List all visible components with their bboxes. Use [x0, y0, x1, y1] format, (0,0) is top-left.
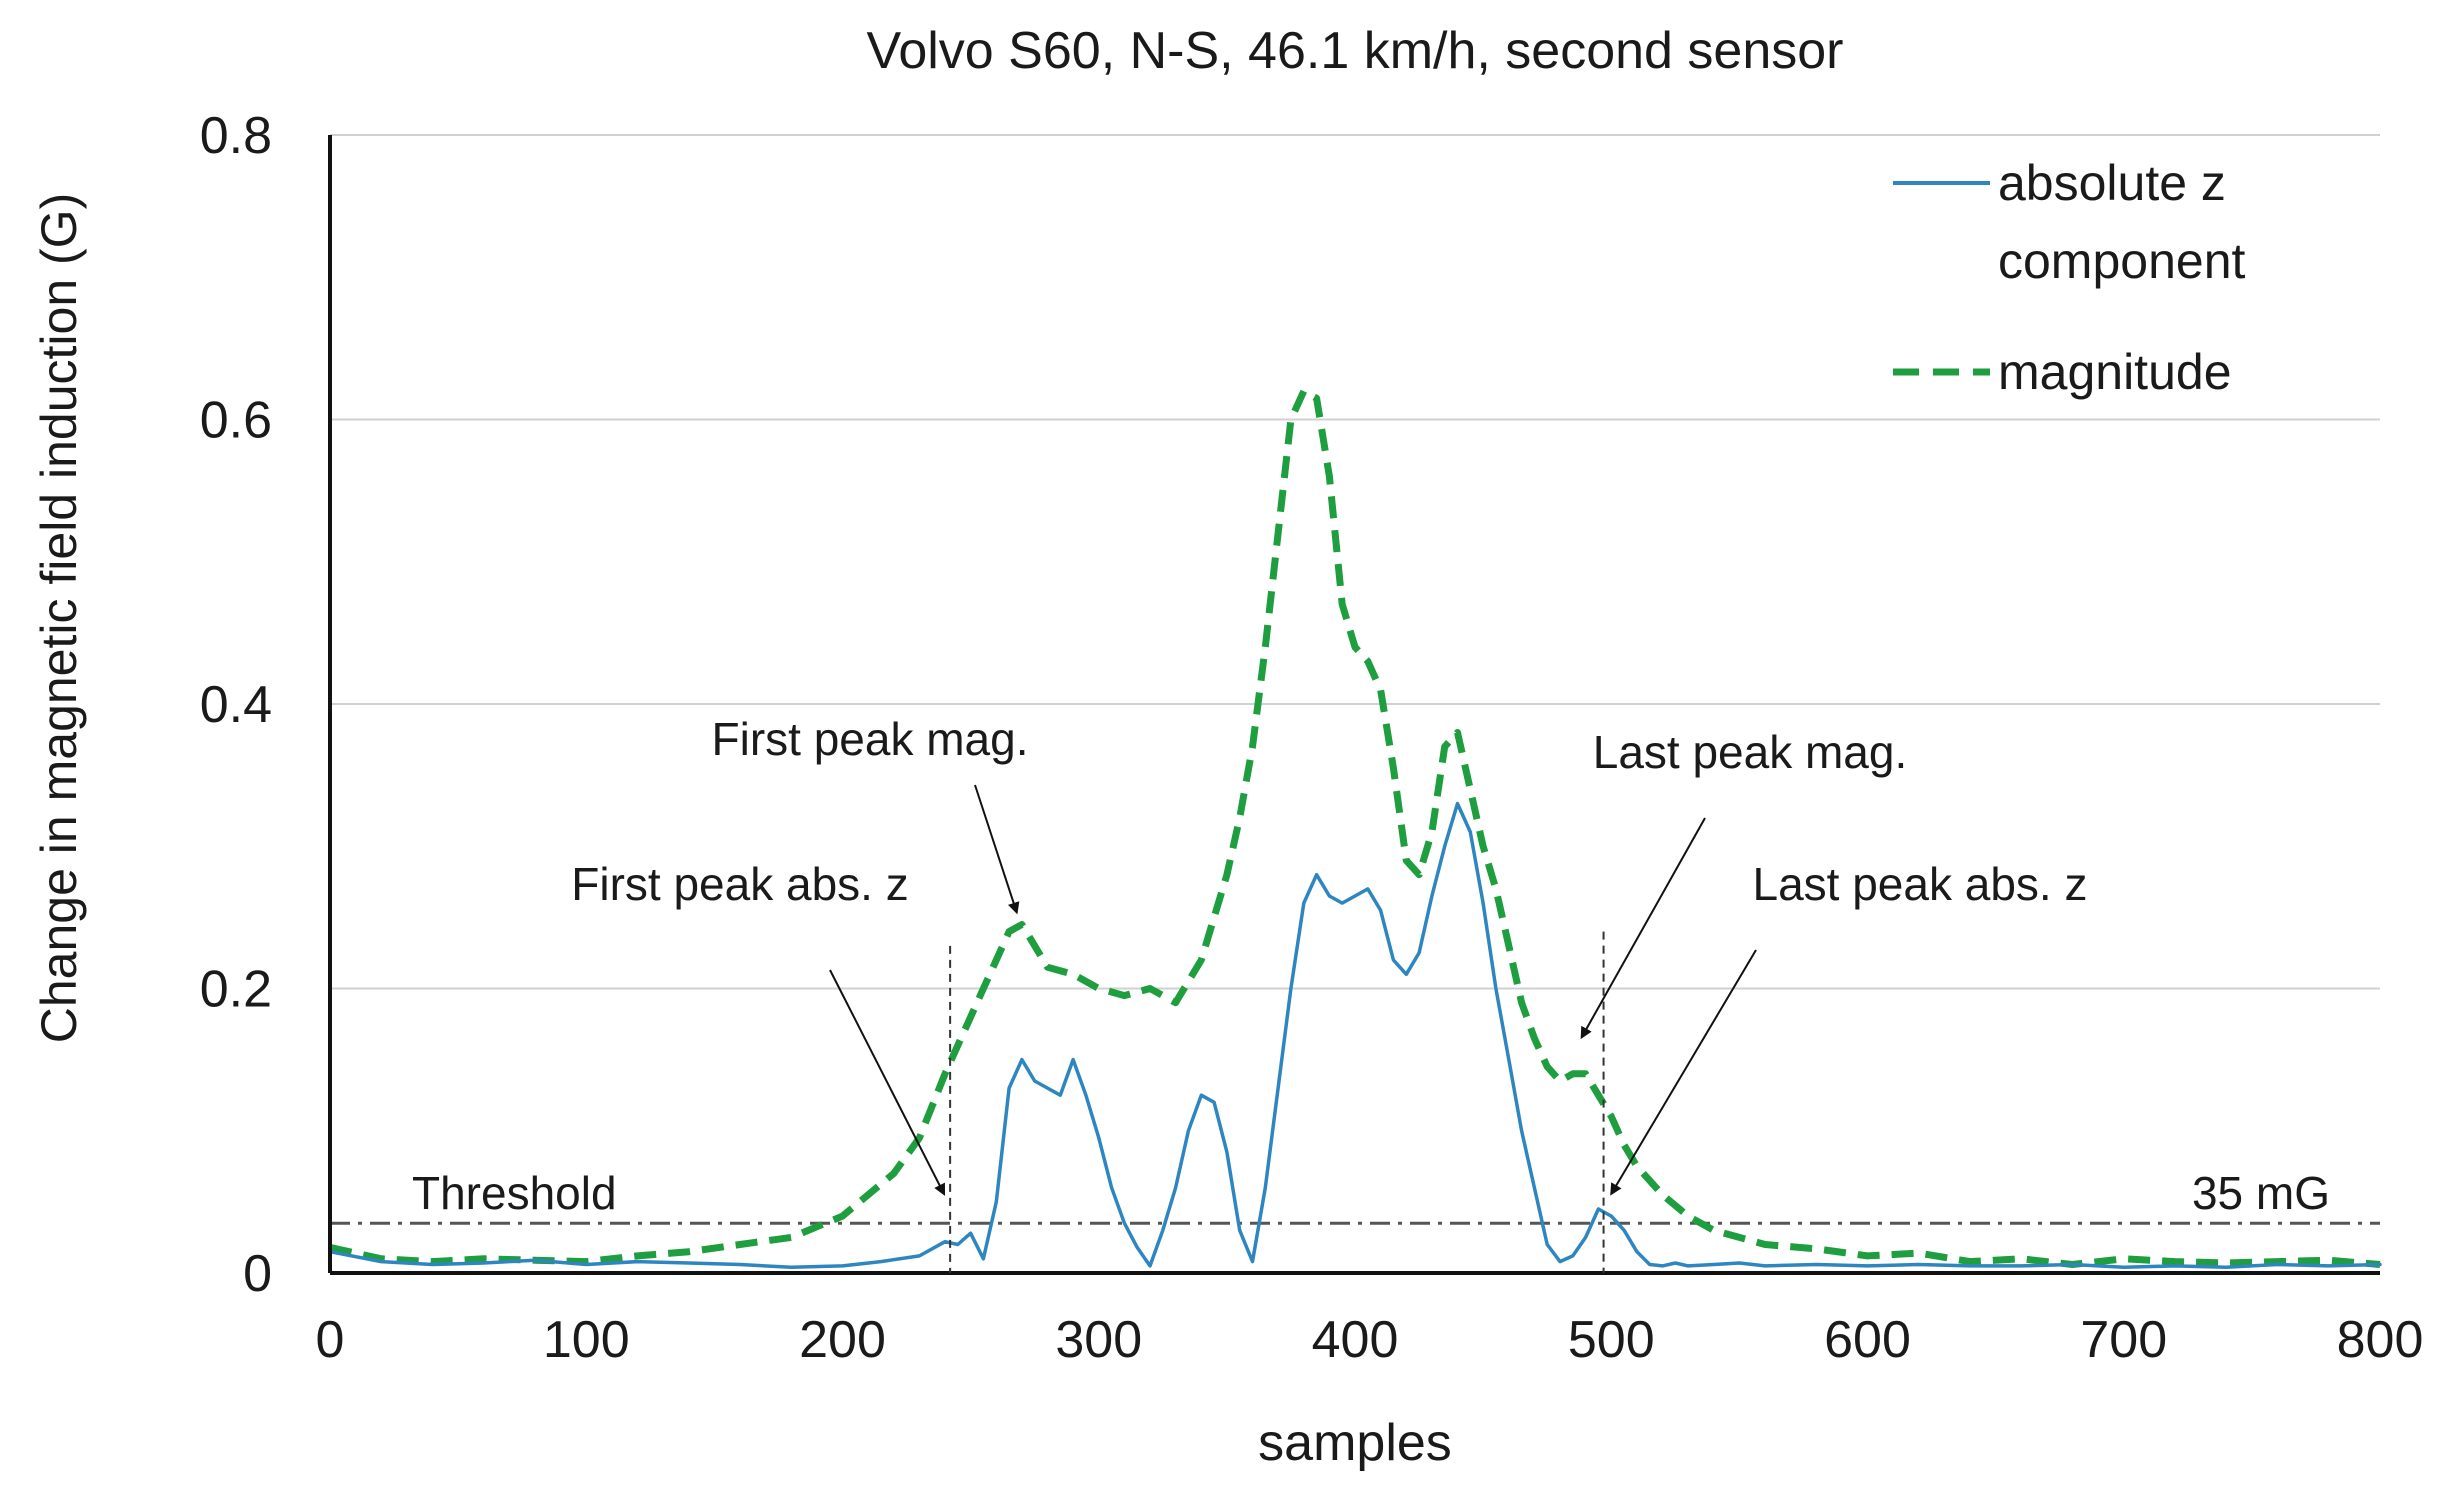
- x-tick-label: 500: [1568, 1311, 1655, 1369]
- y-tick-label: 0.6: [200, 392, 272, 450]
- legend-label-absolute-z-line1: absolute z: [1998, 155, 2226, 211]
- legend: absolute z component magnitude: [1893, 155, 2245, 400]
- threshold-label: Threshold: [412, 1167, 617, 1219]
- legend-label-magnitude: magnitude: [1998, 344, 2232, 400]
- series-line-absolute-z-component: [328, 801, 2382, 1270]
- x-tick-label: 100: [543, 1311, 630, 1369]
- annotation-arrow: [1610, 949, 1757, 1196]
- y-axis-label: Change in magnetic field induction (G): [31, 193, 87, 1043]
- y-tick-label: 0.2: [200, 961, 272, 1019]
- y-tick-label: 0: [243, 1245, 272, 1303]
- axes: [328, 135, 2380, 1275]
- annotation-label: Last peak mag.: [1593, 726, 1908, 778]
- x-tick-labels: 0 100 200 300 400 500 600 700 800: [316, 1311, 2424, 1369]
- series-group: [328, 387, 2382, 1270]
- legend-label-absolute-z-line2: component: [1998, 233, 2245, 289]
- annotation-arrow: [974, 784, 1020, 915]
- x-tick-label: 800: [2337, 1311, 2424, 1369]
- annotation-label: First peak abs. z: [571, 858, 908, 910]
- gridlines: [330, 134, 2380, 990]
- x-axis-label: samples: [1258, 1414, 1452, 1472]
- x-tick-label: 700: [2080, 1311, 2167, 1369]
- x-tick-label: 600: [1824, 1311, 1911, 1369]
- y-tick-label: 0.4: [200, 676, 272, 734]
- threshold-value-label: 35 mG: [2192, 1167, 2330, 1219]
- threshold-group: Threshold 35 mG: [330, 1167, 2380, 1225]
- x-tick-label: 200: [799, 1311, 886, 1369]
- annotations: First peak mag. First peak abs. z Last pea…: [571, 713, 2088, 1196]
- vertical-markers: [949, 931, 1605, 1273]
- annotation-label: Last peak abs. z: [1753, 858, 2088, 910]
- y-tick-label: 0.8: [200, 107, 272, 165]
- x-tick-label: 0: [316, 1311, 345, 1369]
- y-tick-labels: 0 0.2 0.4 0.6 0.8: [200, 107, 272, 1303]
- annotation-arrow: [829, 969, 946, 1196]
- annotation-arrow: [1580, 817, 1706, 1040]
- chart-title: Volvo S60, N-S, 46.1 km/h, second sensor: [867, 22, 1844, 80]
- series-line-magnitude: [329, 387, 2381, 1268]
- x-tick-label: 300: [1055, 1311, 1142, 1369]
- x-tick-label: 400: [1312, 1311, 1399, 1369]
- annotation-label: First peak mag.: [712, 713, 1029, 765]
